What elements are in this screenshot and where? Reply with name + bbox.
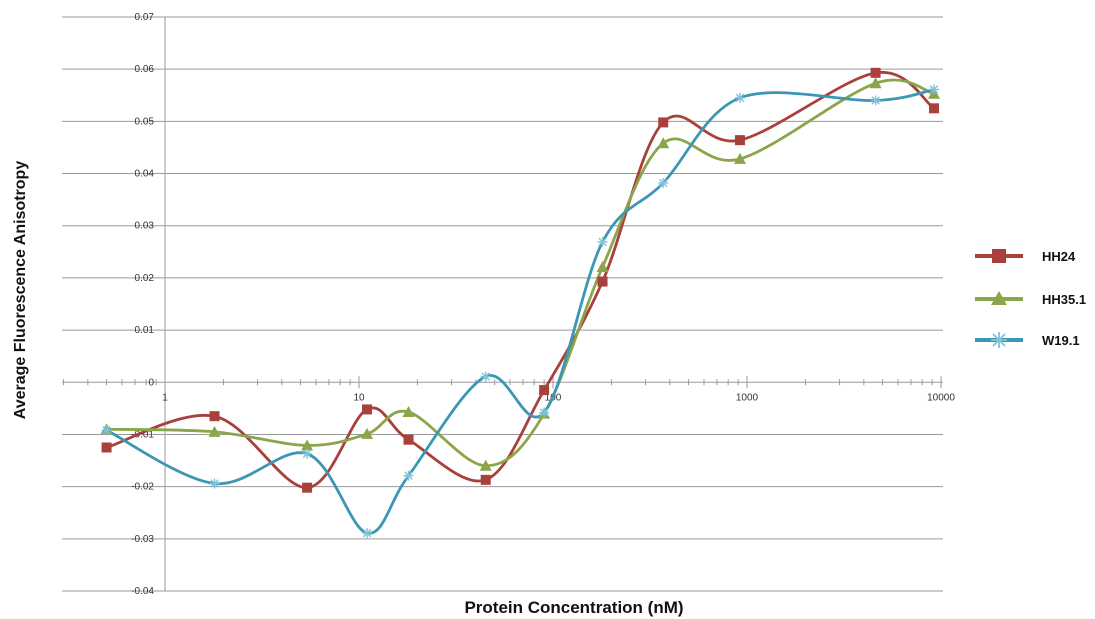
data-point-w19-1 <box>209 478 220 489</box>
y-tick-label: 0.02 <box>135 273 155 284</box>
y-tick-label: -0.01 <box>131 429 154 440</box>
y-tick-label: 0.06 <box>135 64 155 75</box>
tick-labels: 0.07 0.06 0.05 0.04 0.03 0.02 0.01 0 -0.01 -0.02 -… <box>131 12 955 597</box>
data-point-w19-1 <box>928 84 939 95</box>
legend-marker <box>992 249 1006 263</box>
data-point-w19-1 <box>101 425 112 436</box>
legend-marker <box>991 291 1007 305</box>
legend-label: HH35.1 <box>1042 292 1086 307</box>
data-point-w19-1 <box>302 448 313 459</box>
y-tick-label: 0.05 <box>135 116 155 127</box>
data-point-hh24 <box>480 474 491 485</box>
y-tick-label: -0.02 <box>131 482 154 493</box>
y-tick-label: 0.04 <box>135 169 155 180</box>
data-point-hh35-1 <box>301 439 314 451</box>
data-point-w19-1 <box>480 371 491 382</box>
legend-item-hh35-1: HH35.1 <box>975 291 1086 307</box>
data-point-hh24 <box>928 103 939 114</box>
y-tick-label: -0.03 <box>131 534 154 545</box>
series-line-w19-1 <box>105 88 936 535</box>
x-tick-label: 10000 <box>927 392 955 403</box>
data-point-hh24 <box>362 404 373 415</box>
data-point-hh35-1 <box>361 427 374 439</box>
data-point-w19-1 <box>658 177 669 188</box>
y-tick-label: 0 <box>148 377 154 388</box>
y-tick-label: -0.04 <box>131 586 154 597</box>
data-point-hh24 <box>597 276 608 287</box>
data-point-w19-1 <box>597 236 608 247</box>
data-point-hh35-1 <box>596 260 609 272</box>
data-point-hh24 <box>658 117 669 128</box>
legend-label: HH24 <box>1042 249 1076 264</box>
data-point-hh24 <box>209 411 220 422</box>
y-tick-label: 0.03 <box>135 221 155 232</box>
data-point-hh35-1 <box>208 425 221 437</box>
legend: HH24 HH35.1 W19.1 <box>975 249 1086 348</box>
y-tick-label: 0.01 <box>135 325 155 336</box>
series-markers <box>100 67 940 539</box>
gridlines <box>62 16 943 592</box>
data-point-hh24 <box>734 135 745 146</box>
legend-item-w19-1: W19.1 <box>975 332 1080 348</box>
data-point-w19-1 <box>403 470 414 481</box>
x-axis-title: Protein Concentration (nM) <box>464 598 683 617</box>
x-tick-label: 10 <box>353 392 365 403</box>
data-point-hh35-1 <box>733 152 746 164</box>
x-tick-label: 1 <box>162 392 168 403</box>
y-tick-label: 0.07 <box>135 12 155 23</box>
y-axis-title: Average Fluorescence Anisotropy <box>12 161 29 420</box>
legend-label: W19.1 <box>1042 333 1080 348</box>
series-line-hh24 <box>105 70 936 490</box>
series-lines <box>105 70 936 535</box>
legend-item-hh24: HH24 <box>975 249 1076 264</box>
data-point-hh24 <box>870 67 881 78</box>
data-point-hh35-1 <box>869 77 882 89</box>
data-point-hh24 <box>302 482 313 493</box>
data-point-hh35-1 <box>402 406 415 418</box>
data-point-hh24 <box>539 385 550 396</box>
data-point-w19-1 <box>734 92 745 103</box>
data-point-hh35-1 <box>479 459 492 471</box>
series-line-hh35-1 <box>105 78 936 468</box>
data-point-hh35-1 <box>657 137 670 149</box>
legend-marker <box>991 332 1007 348</box>
data-point-hh24 <box>403 434 414 445</box>
data-point-w19-1 <box>870 95 881 106</box>
data-point-w19-1 <box>539 407 550 418</box>
data-point-hh24 <box>101 442 112 453</box>
data-point-w19-1 <box>362 528 373 539</box>
x-tick-label: 1000 <box>736 392 759 403</box>
